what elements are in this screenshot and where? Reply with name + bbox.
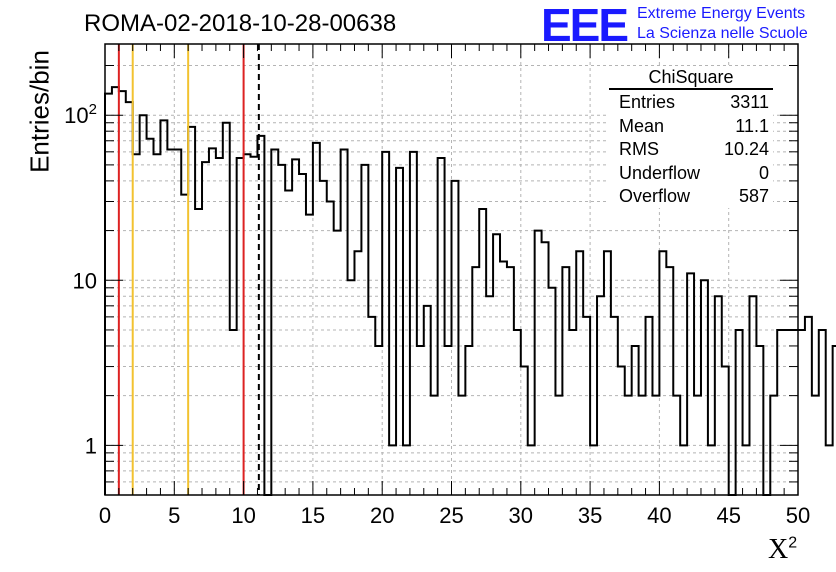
stats-label: Entries <box>619 92 676 112</box>
stats-row-mean: Mean 11.1 <box>609 114 773 138</box>
y-tick-label: 1 <box>85 433 97 458</box>
y-tick-exponent: 2 <box>89 101 97 118</box>
stats-row-overflow: Overflow 587 <box>609 184 773 208</box>
x-tick-label: 20 <box>370 503 394 528</box>
x-tick-label: 50 <box>786 503 810 528</box>
logo-subtitle-line2: La Scienza nelle Scuole <box>637 25 808 42</box>
x-tick-label: 5 <box>168 503 180 528</box>
x-tick-label: 25 <box>439 503 463 528</box>
stats-box-title: ChiSquare <box>609 66 773 90</box>
chart-title: ROMA-02-2018-10-28-00638 <box>84 10 397 37</box>
marker-lines-layer <box>117 44 260 495</box>
stats-value: 10.24 <box>723 139 769 159</box>
stats-row-rms: RMS 10.24 <box>609 137 773 161</box>
x-tick-label: 35 <box>578 503 602 528</box>
stats-value: 3311 <box>730 92 769 112</box>
stats-row-underflow: Underflow 0 <box>609 161 773 185</box>
y-axis-label: Entries/bin <box>24 50 55 173</box>
x-tick-label: 0 <box>99 503 111 528</box>
x-axis-label: X2 <box>768 534 797 566</box>
logo-subtitle-line1: Extreme Energy Events <box>637 5 806 22</box>
stats-label: RMS <box>619 139 659 159</box>
x-tick-label: 40 <box>647 503 671 528</box>
stats-label: Mean <box>619 115 665 136</box>
stats-value: 587 <box>738 186 769 206</box>
x-tick-label: 10 <box>231 503 255 528</box>
x-tick-label: 15 <box>301 503 325 528</box>
eee-logo: EEE <box>541 0 629 51</box>
stats-value: 11.1 <box>735 115 769 136</box>
stats-label: Overflow <box>619 186 691 206</box>
stats-label: Underflow <box>619 162 701 183</box>
x-tick-label: 45 <box>716 503 740 528</box>
stats-value: 0 <box>758 162 769 183</box>
x-axis-label-main: X <box>768 534 789 565</box>
y-tick-label: 10 <box>73 268 97 293</box>
stats-row-entries: Entries 3311 <box>609 90 773 114</box>
x-tick-label: 30 <box>509 503 533 528</box>
stats-box: ChiSquare Entries 3311 Mean 11.1 RMS 10.… <box>609 66 773 208</box>
x-axis-label-superscript: 2 <box>788 534 798 552</box>
y-tick-label: 102 <box>64 101 97 128</box>
